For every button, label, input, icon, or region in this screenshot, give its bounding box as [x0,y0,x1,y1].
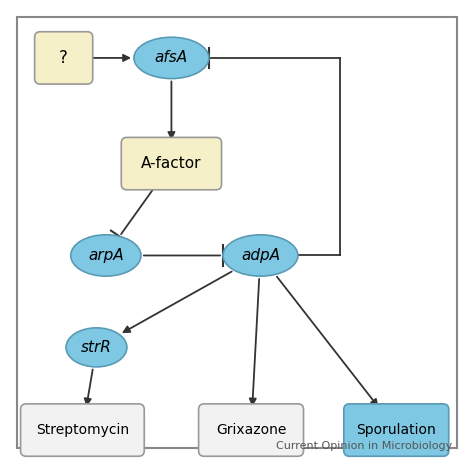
Ellipse shape [71,235,141,276]
FancyBboxPatch shape [121,137,221,190]
Text: adpA: adpA [241,248,280,263]
Text: Current Opinion in Microbiology: Current Opinion in Microbiology [276,441,453,451]
FancyBboxPatch shape [20,404,144,456]
Text: Sporulation: Sporulation [356,423,436,437]
FancyBboxPatch shape [35,32,93,84]
FancyBboxPatch shape [17,17,457,448]
Ellipse shape [66,328,127,367]
Text: Streptomycin: Streptomycin [36,423,129,437]
Text: A-factor: A-factor [141,156,201,171]
Text: strR: strR [81,340,112,355]
FancyBboxPatch shape [344,404,449,456]
Ellipse shape [134,37,209,79]
FancyBboxPatch shape [199,404,303,456]
Text: Grixazone: Grixazone [216,423,286,437]
Text: arpA: arpA [88,248,124,263]
Text: ?: ? [59,49,68,67]
Text: afsA: afsA [155,50,188,66]
Ellipse shape [223,235,298,276]
